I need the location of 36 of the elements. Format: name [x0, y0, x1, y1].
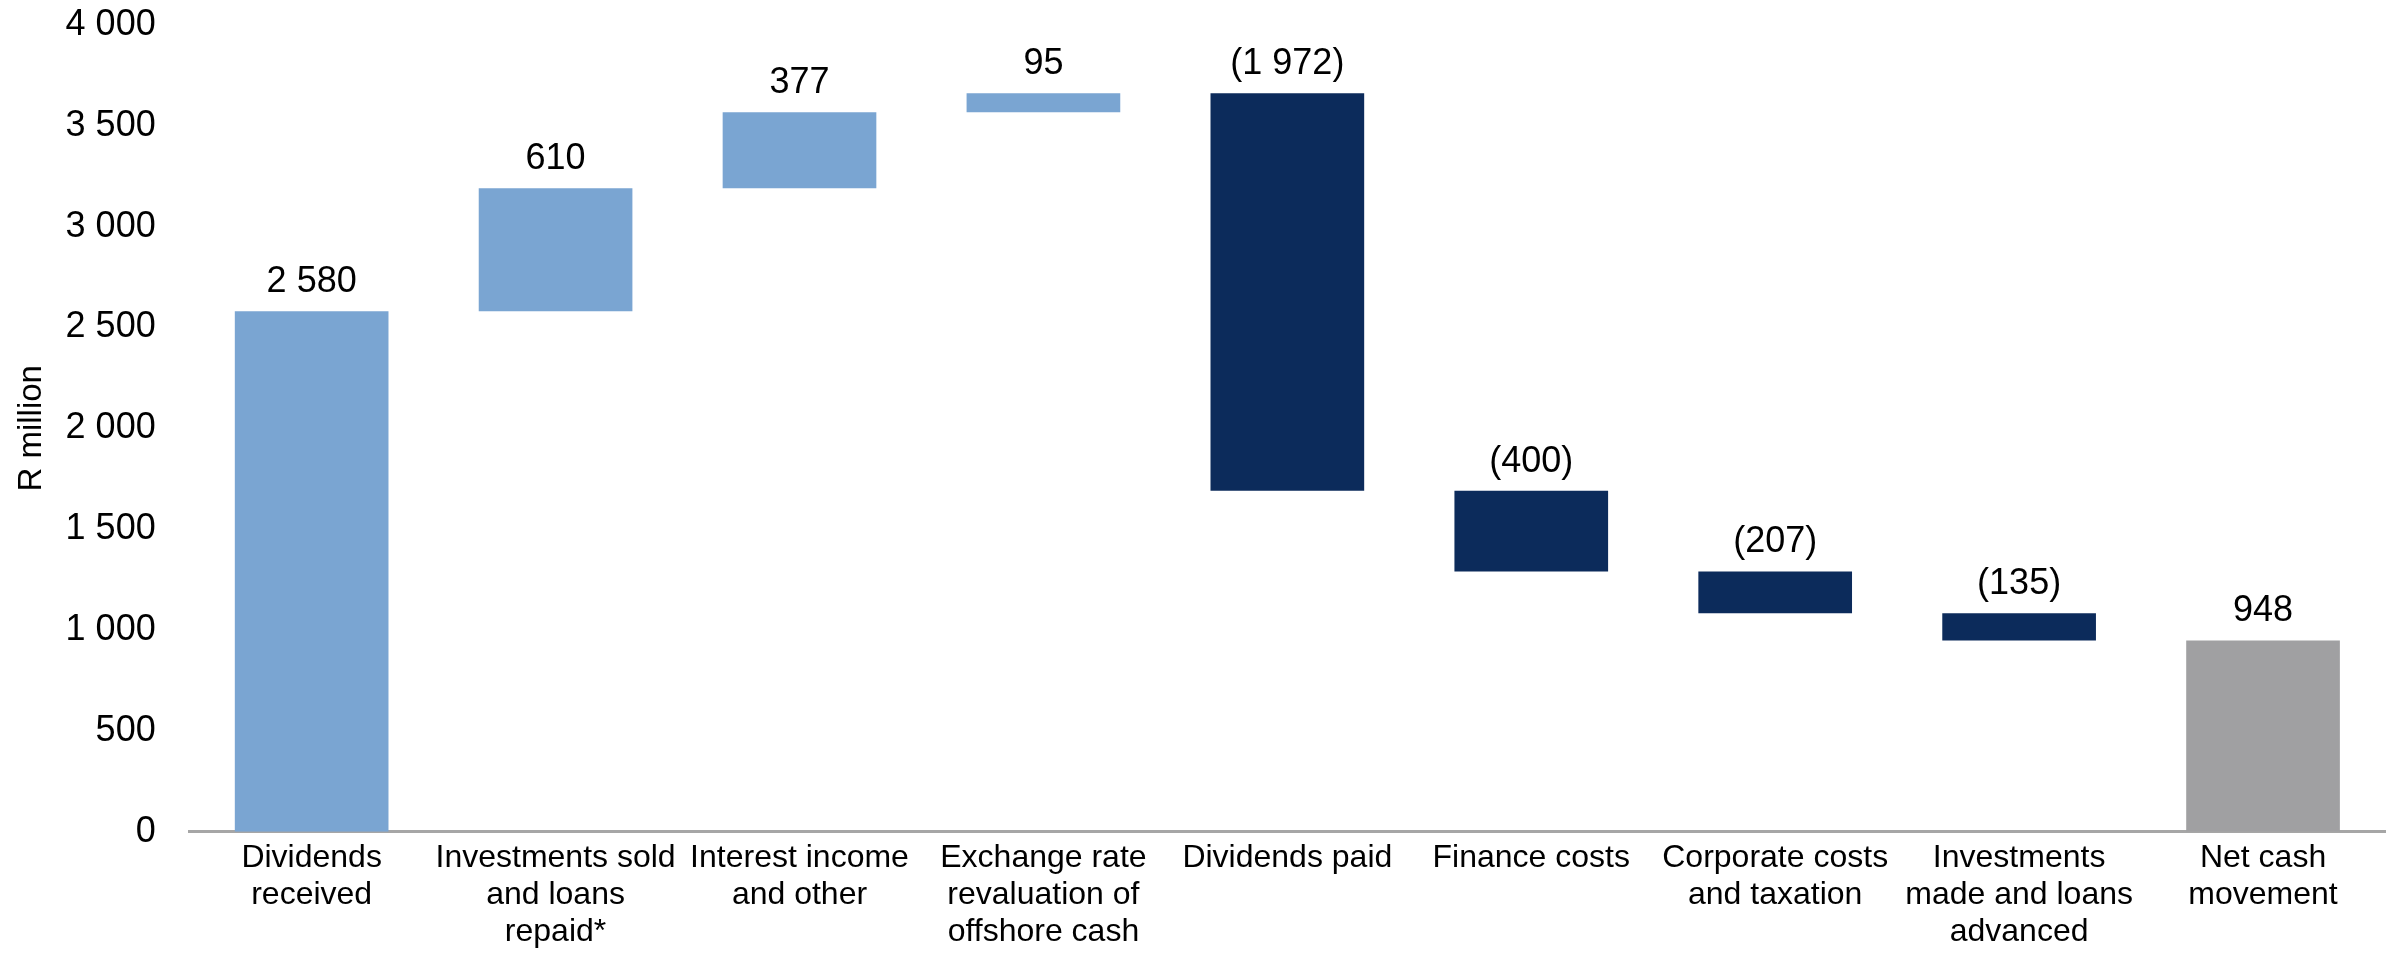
data-label: 377 [769, 60, 830, 102]
bar [1210, 93, 1365, 491]
y-axis-title: R million [10, 365, 48, 492]
x-tick-label: Exchange rate revaluation of offshore cash [940, 838, 1147, 949]
y-tick-label: 2 500 [65, 304, 156, 346]
data-label: (135) [1977, 561, 2062, 603]
y-tick-label: 1 500 [65, 506, 156, 548]
y-tick-label: 1 000 [65, 606, 156, 648]
bar [966, 93, 1121, 113]
data-label: 610 [525, 136, 586, 178]
x-tick-label: Corporate costs and taxation [1662, 838, 1889, 912]
x-tick-label: Investments made and loans advanced [1905, 838, 2133, 949]
data-label: (400) [1489, 438, 1574, 480]
y-tick-label: 4 000 [65, 1, 156, 43]
data-label: 948 [2233, 588, 2294, 630]
x-tick-label: Dividends paid [1182, 838, 1393, 875]
bar [722, 112, 877, 189]
x-tick-label: Interest income and other [690, 838, 909, 912]
y-tick-label: 3 500 [65, 102, 156, 144]
data-label: (207) [1733, 519, 1818, 561]
data-label: 95 [1023, 41, 1064, 83]
data-label: (1 972) [1230, 41, 1345, 83]
bar [234, 311, 389, 832]
y-tick-label: 3 000 [65, 203, 156, 245]
x-tick-label: Dividends received [241, 838, 382, 912]
y-tick-label: 2 000 [65, 405, 156, 447]
x-tick-label: Net cash movement [2188, 838, 2338, 912]
y-tick-label: 0 [135, 808, 156, 850]
data-label: 2 580 [266, 259, 357, 301]
x-tick-label: Investments sold and loans repaid* [435, 838, 676, 949]
bar [1454, 490, 1609, 572]
bar [1942, 613, 2096, 641]
x-tick-label: Finance costs [1432, 838, 1630, 875]
y-tick-label: 500 [95, 707, 156, 749]
bar [478, 188, 633, 312]
bar [1698, 571, 1853, 614]
